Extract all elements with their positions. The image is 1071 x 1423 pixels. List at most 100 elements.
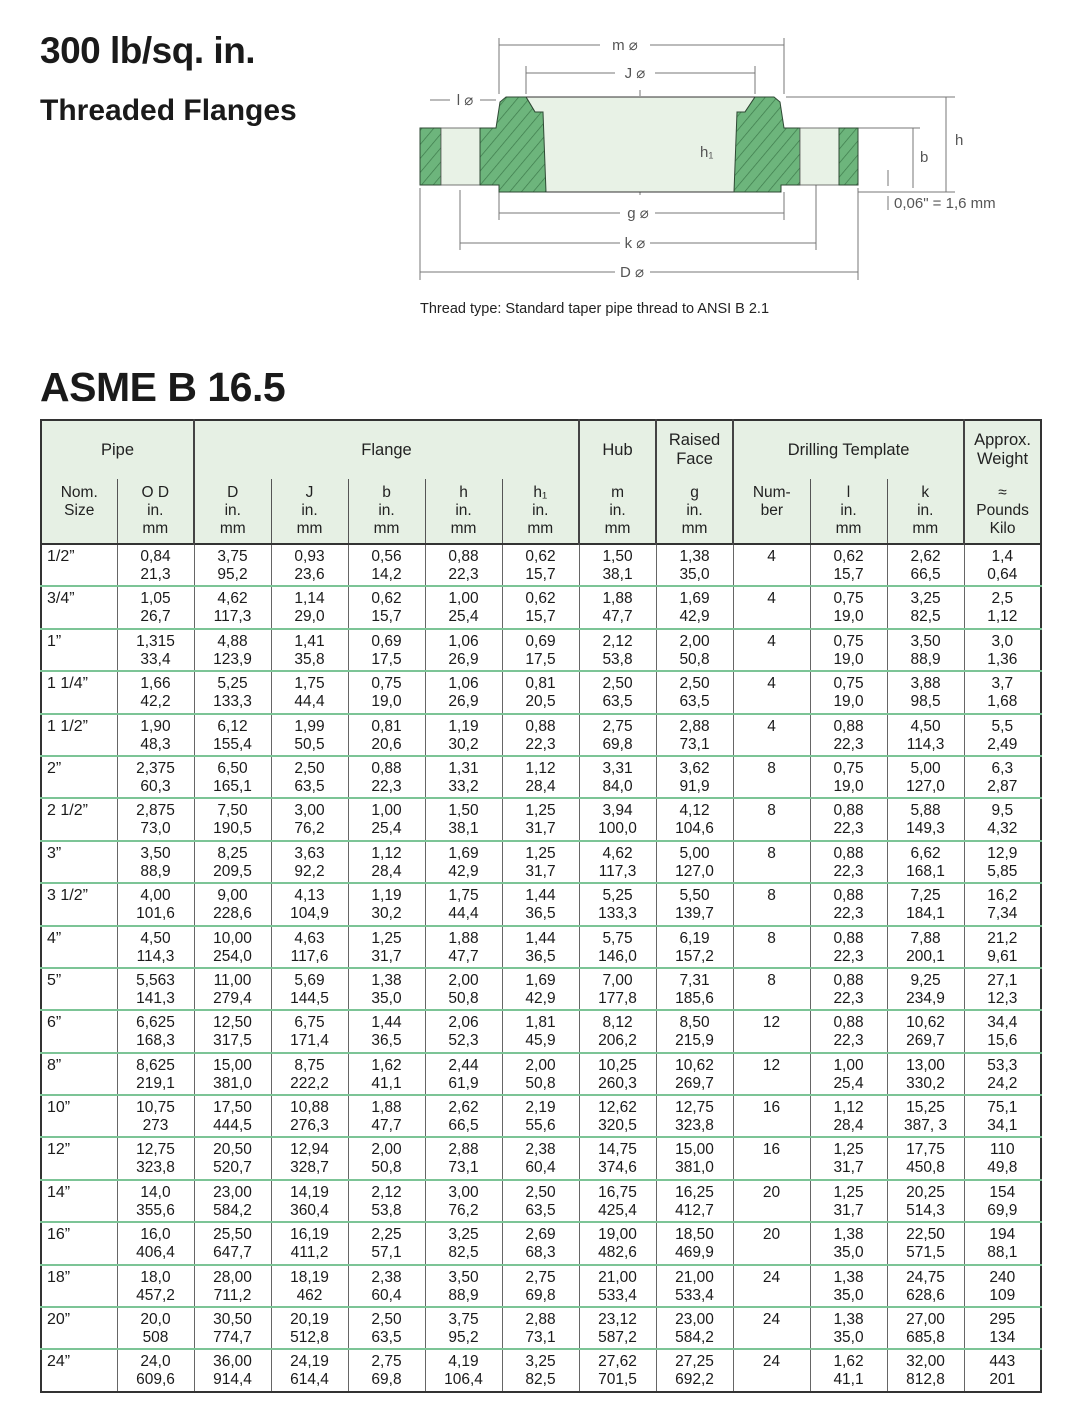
value-in: 8,625 (136, 1056, 175, 1074)
value-in: 4 (767, 717, 776, 735)
value-in: 0,88 (833, 887, 864, 905)
table-cell: 2,19 55,6 (501, 1095, 580, 1138)
value-in: 7,31 (679, 971, 710, 989)
table-row: 18” 18,0 457,2 28,00 711,2 18,19 462 2,38 60,4 3,… (40, 1264, 1042, 1308)
value-in: 16 (762, 1141, 781, 1159)
table-cell: 16,25 412,7 (655, 1179, 734, 1223)
table-cell: 2,62 66,5 (424, 1095, 502, 1138)
table-cell: 1,38 35,0 (655, 544, 734, 587)
column-header-line: in. (224, 502, 241, 519)
table-cell: 194 88,1 (963, 1222, 1042, 1265)
value-mm: 571,5 (906, 1244, 945, 1262)
value-in: 3,50 (140, 844, 171, 862)
table-cell: 0,75 19,0 (809, 586, 888, 629)
table-cell: 3,75 95,2 (193, 544, 271, 587)
column-header-line: O D (141, 484, 170, 501)
value-in: 0,88 (833, 929, 864, 947)
table-cell: 1,25 31,7 (809, 1137, 888, 1180)
value-mm: 50,8 (448, 989, 479, 1007)
column-header-line: mm (681, 520, 708, 537)
table-cell: 0,75 19,0 (809, 755, 888, 799)
value-in: 0,62 (833, 548, 864, 565)
value-in: 23,12 (598, 1311, 637, 1329)
value-in: 1,50 (602, 548, 633, 565)
column-header-line: mm (450, 520, 477, 537)
value-mm: 50,5 (294, 735, 325, 753)
column-header: h in. mm (424, 479, 502, 544)
value-mm: 25,4 (371, 820, 402, 838)
value-mm: 450,8 (906, 1159, 945, 1177)
g-diameter-label: g ⌀ (627, 205, 649, 222)
group-flange: Flange (192, 420, 580, 479)
value-in: 3,62 (679, 759, 710, 777)
value-in: 6,75 (294, 1014, 325, 1032)
table-cell: 0,88 22,3 (809, 967, 888, 1011)
value-in: 21,00 (598, 1268, 637, 1286)
value-in: 24 (762, 1268, 781, 1286)
value-in: 1,69 (525, 971, 556, 989)
table-cell: 21,00 533,4 (655, 1264, 734, 1308)
value-in: 5,00 (679, 844, 710, 862)
value-in: 32,00 (906, 1353, 945, 1371)
table-cell: 6,3 2,87 (963, 755, 1042, 799)
table-cell: 2,50 63,5 (578, 671, 657, 714)
value-in: 16 (762, 1099, 781, 1117)
value-in: 10,00 (213, 929, 252, 947)
value-in: 36,00 (213, 1353, 252, 1371)
value-in: 0,88 (371, 759, 402, 777)
value-mm: 5,85 (987, 862, 1018, 880)
value-mm: 0,64 (987, 566, 1018, 583)
table-row: 3” 3,50 88,9 8,25 209,5 3,63 92,2 1,12 28,4 1,69 4… (40, 840, 1042, 884)
value-mm: 22,3 (833, 1032, 864, 1050)
value-mm: 26,7 (140, 608, 171, 626)
value-in: 3,00 (294, 802, 325, 820)
value-mm: 168,1 (906, 862, 945, 880)
table-cell: 2,62 66,5 (886, 544, 965, 587)
value-in: 3,0 (991, 632, 1014, 650)
value-mm: 520,7 (213, 1159, 252, 1177)
value-mm: 26,9 (448, 650, 479, 668)
table-row: 3/4” 1,05 26,7 4,62 117,3 1,14 29,0 0,62 15,7 1,0… (40, 586, 1042, 629)
value-in: 12,62 (598, 1099, 637, 1117)
value-in: 18,19 (290, 1268, 329, 1286)
value-mm: 201 (989, 1371, 1016, 1389)
table-cell: 1,12 28,4 (347, 840, 425, 884)
value-in: 0,75 (371, 675, 402, 693)
value-mm: 38,1 (448, 820, 479, 838)
value-in: 4,12 (679, 802, 710, 820)
value-in: 24 (762, 1353, 781, 1371)
table-row: 16” 16,0 406,4 25,50 647,7 16,19 411,2 2,25 57,1… (40, 1222, 1042, 1265)
table-cell: 5,69 144,5 (270, 967, 348, 1011)
table-cell: 2,06 52,3 (424, 1010, 502, 1053)
table-cell: 0,88 22,3 (809, 1010, 888, 1053)
value-in: 25,50 (213, 1226, 252, 1244)
value-mm: 260,3 (598, 1074, 637, 1092)
value-mm: 95,2 (217, 566, 248, 583)
value-mm: 35,0 (679, 566, 710, 583)
value-in: 17,75 (906, 1141, 945, 1159)
value-mm: 279,4 (213, 989, 252, 1007)
value-mm: 114,3 (136, 947, 175, 965)
table-row: 1 1/4” 1,66 42,2 5,25 133,3 1,75 44,4 0,75 19,0 1… (40, 671, 1042, 714)
table-cell: 2,75 69,8 (501, 1264, 580, 1308)
table-row: 1/2” 0,84 21,3 3,75 95,2 0,93 23,6 0,56 14,2 0,88… (40, 544, 1042, 587)
table-cell: 27,62 701,5 (578, 1349, 657, 1392)
table-cell: 2,25 57,1 (347, 1222, 425, 1265)
l-diameter-label: l ⌀ (457, 92, 474, 109)
value-mm: 533,4 (675, 1286, 714, 1304)
value-in: 0,62 (525, 548, 556, 565)
value-in: 1,88 (448, 929, 479, 947)
value-mm: 381,0 (675, 1159, 714, 1177)
value-in: 53,3 (987, 1056, 1018, 1074)
value-mm: 36,5 (525, 947, 556, 965)
value-mm: 22,3 (833, 735, 864, 753)
table-cell: 1,90 48,3 (116, 713, 194, 756)
table-cell: 1,00 25,4 (347, 798, 425, 841)
value-mm: 69,8 (371, 1371, 402, 1389)
value-in: 12,94 (290, 1141, 329, 1159)
value-mm: 127,0 (675, 862, 714, 880)
value-in: 8 (767, 887, 776, 905)
value-in: 1,00 (448, 590, 479, 608)
